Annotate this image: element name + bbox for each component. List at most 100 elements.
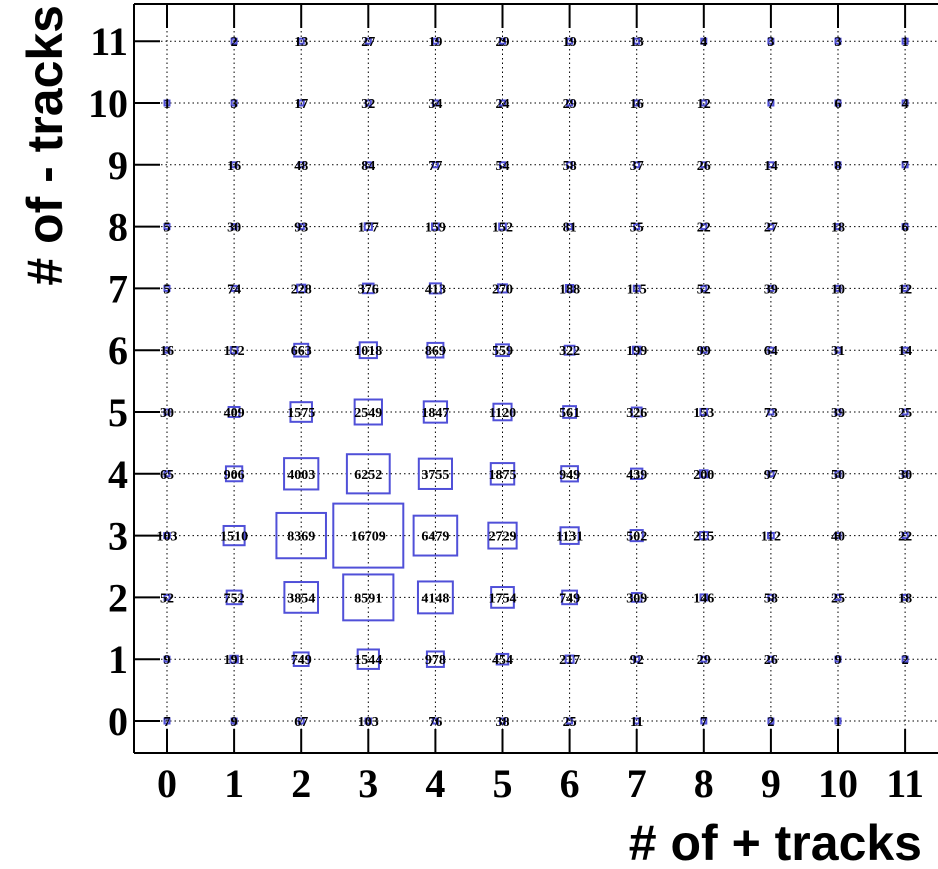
x-tick-label: 1 (224, 761, 244, 806)
x-tick-label: 8 (694, 761, 714, 806)
cell-value-label: 749 (291, 653, 312, 668)
cell-box (428, 282, 442, 295)
cell-value-label: 1754 (489, 591, 517, 606)
cell-box (163, 346, 171, 354)
x-tick-label: 5 (493, 761, 513, 806)
cell-value-label: 906 (224, 468, 245, 483)
cell-box (487, 521, 518, 550)
cell-value-label: 103 (358, 715, 379, 730)
cell-value-label: 1018 (354, 344, 382, 359)
cell-box (283, 457, 320, 491)
cell-box (700, 284, 708, 292)
cell-value-label: 17 (294, 97, 308, 112)
cell-box (629, 529, 644, 543)
cell-value-label: 752 (224, 591, 245, 606)
cell-box (332, 502, 405, 569)
plot-frame (133, 3, 938, 754)
cell-value-label: 309 (626, 591, 647, 606)
cell-value-label: 439 (626, 468, 647, 483)
cell-value-label: 30 (227, 221, 241, 236)
cell-value-label: 413 (425, 282, 446, 297)
cell-box (566, 717, 574, 725)
cell-box (700, 223, 708, 231)
cell-box (495, 652, 510, 666)
cell-box (700, 717, 708, 725)
cell-box (699, 407, 709, 417)
cell-box (562, 405, 578, 419)
cell-value-label: 11 (630, 715, 643, 730)
cell-box (630, 467, 644, 480)
cell-value-label: 12 (898, 282, 912, 297)
cell-box (425, 650, 445, 668)
cell-box (834, 346, 842, 354)
cell-box (356, 648, 380, 670)
cell-box (230, 161, 238, 169)
cell-box (767, 161, 775, 169)
cell-value-label: 16709 (351, 530, 386, 545)
cell-box (495, 343, 510, 358)
cell-value-label: 2 (767, 715, 774, 730)
cell-value-label: 16 (630, 97, 644, 112)
cell-value-label: 76 (428, 715, 442, 730)
cell-value-label: 3755 (421, 468, 449, 483)
cell-value-label: 37 (630, 159, 644, 174)
cell-box (364, 161, 372, 169)
cell-box (700, 346, 708, 354)
cell-box (426, 341, 445, 359)
cell-value-label: 65 (160, 468, 174, 483)
cell-value-label: 18 (898, 591, 912, 606)
cell-box (499, 99, 506, 107)
cell-box (561, 589, 579, 606)
cell-value-label: 3 (767, 35, 774, 50)
cell-box (834, 532, 842, 540)
cell-box (163, 470, 171, 478)
cell-box (901, 470, 909, 478)
cell-box (834, 161, 842, 169)
cell-box (901, 346, 909, 354)
cell-box (700, 37, 708, 45)
cell-box (699, 593, 709, 602)
cell-box (767, 593, 775, 601)
cell-box (631, 345, 642, 355)
cell-value-label: 81 (563, 221, 577, 236)
cell-box (293, 342, 310, 358)
cell-box (497, 283, 508, 294)
y-tick-label: 3 (108, 514, 128, 559)
cell-box (489, 462, 516, 486)
cell-box (633, 655, 641, 663)
cell-box (901, 99, 909, 107)
cell-box (498, 222, 507, 231)
cell-value-label: 1847 (421, 406, 449, 421)
cell-value-label: 5 (164, 282, 171, 297)
cell-value-label: 177 (358, 221, 379, 236)
cell-box (834, 717, 842, 725)
cell-box (431, 37, 439, 45)
cell-value-label: 4 (902, 97, 909, 112)
cell-value-label: 6 (835, 97, 842, 112)
cell-value-label: 25 (563, 715, 577, 730)
cell-box (767, 346, 775, 354)
cell-value-label: 13 (294, 35, 308, 50)
y-tick-label: 8 (108, 205, 128, 250)
cell-box (834, 99, 842, 107)
cell-box (767, 408, 775, 416)
cell-value-label: 2 (231, 35, 238, 50)
cell-box (358, 341, 378, 360)
cell-box (297, 223, 305, 231)
cell-box (163, 593, 171, 601)
cell-box (412, 514, 459, 557)
cell-value-label: 7 (902, 159, 909, 174)
cell-value-label: 22 (898, 530, 912, 545)
cell-value-label: 16 (227, 159, 241, 174)
cell-value-label: 6479 (421, 530, 449, 545)
cell-value-label: 115 (627, 282, 647, 297)
cell-value-label: 48 (294, 159, 308, 174)
cell-value-label: 3 (231, 97, 238, 112)
cell-value-label: 8369 (287, 530, 315, 545)
cell-value-label: 29 (563, 97, 577, 112)
y-axis-title: # of - tracks (17, 5, 73, 286)
cell-box (563, 344, 576, 356)
cell-value-label: 29 (496, 35, 510, 50)
cell-box (633, 223, 641, 231)
